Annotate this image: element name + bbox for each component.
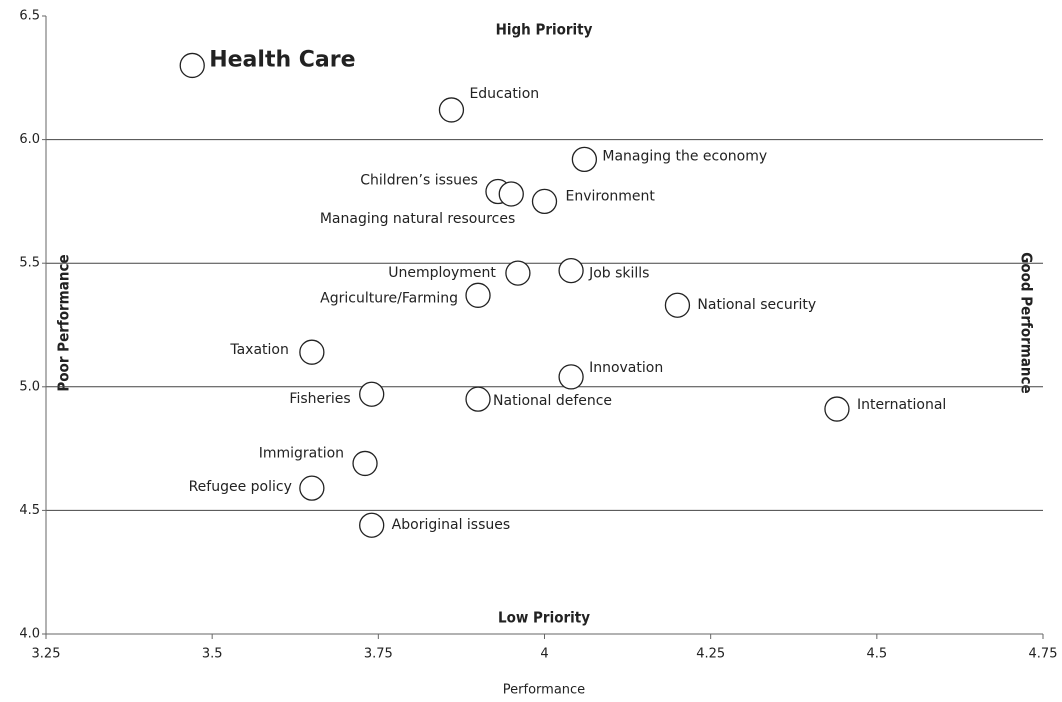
point bbox=[438, 97, 465, 123]
point bbox=[465, 282, 491, 308]
x-tick-label: 4.75 bbox=[1029, 647, 1058, 662]
y-tick-label: 5.0 bbox=[19, 379, 40, 394]
point bbox=[664, 292, 691, 318]
x-tick-label: 3.5 bbox=[202, 647, 223, 662]
annotation: Poor Performance bbox=[55, 254, 73, 391]
x-tick-label: 4.25 bbox=[696, 647, 725, 662]
point bbox=[824, 396, 850, 422]
y-tick-label: 6.5 bbox=[19, 9, 40, 24]
point bbox=[359, 381, 385, 407]
x-tick-label: 4.5 bbox=[866, 647, 887, 662]
point-label: Managing natural resources bbox=[320, 211, 515, 227]
point bbox=[498, 181, 524, 207]
point-label: Health Care bbox=[209, 47, 355, 72]
point-label: Taxation bbox=[229, 342, 289, 358]
point bbox=[505, 260, 531, 286]
point-label: Aboriginal issues bbox=[392, 517, 511, 533]
point-label: Job skills bbox=[588, 266, 649, 282]
annotation: High Priority bbox=[496, 21, 593, 39]
point-label: Environment bbox=[566, 188, 656, 204]
point-label: Refugee policy bbox=[189, 479, 292, 495]
point-label: Immigration bbox=[259, 445, 344, 461]
point bbox=[558, 364, 584, 390]
point bbox=[558, 257, 584, 284]
point-label: Unemployment bbox=[388, 265, 496, 281]
x-tick-label: 4 bbox=[540, 647, 548, 662]
point bbox=[465, 386, 491, 412]
annotation: Good Performance bbox=[1018, 252, 1036, 393]
point bbox=[359, 512, 385, 538]
point bbox=[179, 52, 205, 79]
point-label: Children’s issues bbox=[360, 173, 478, 189]
point bbox=[531, 188, 558, 215]
x-tick-label: 3.25 bbox=[32, 647, 61, 662]
annotation: Low Priority bbox=[498, 609, 590, 627]
point-label: National security bbox=[697, 297, 816, 313]
point bbox=[571, 146, 598, 173]
point-label: Innovation bbox=[589, 360, 663, 376]
point-label: National defence bbox=[493, 393, 612, 409]
point bbox=[352, 450, 378, 477]
y-tick-label: 5.5 bbox=[19, 256, 40, 271]
point-label: International bbox=[857, 397, 946, 413]
point bbox=[299, 339, 325, 365]
x-tick-label: 3.75 bbox=[364, 647, 393, 662]
point-label: Managing the economy bbox=[602, 148, 767, 164]
point-label: Fisheries bbox=[289, 391, 350, 407]
y-tick-label: 4.5 bbox=[19, 503, 40, 518]
point-label: Education bbox=[469, 86, 539, 102]
y-tick-label: 6.0 bbox=[19, 132, 40, 147]
x-axis-label: Performance bbox=[503, 683, 585, 698]
point-label: Agriculture/Farming bbox=[320, 290, 458, 306]
point bbox=[299, 475, 325, 501]
y-tick-label: 4.0 bbox=[19, 627, 40, 642]
